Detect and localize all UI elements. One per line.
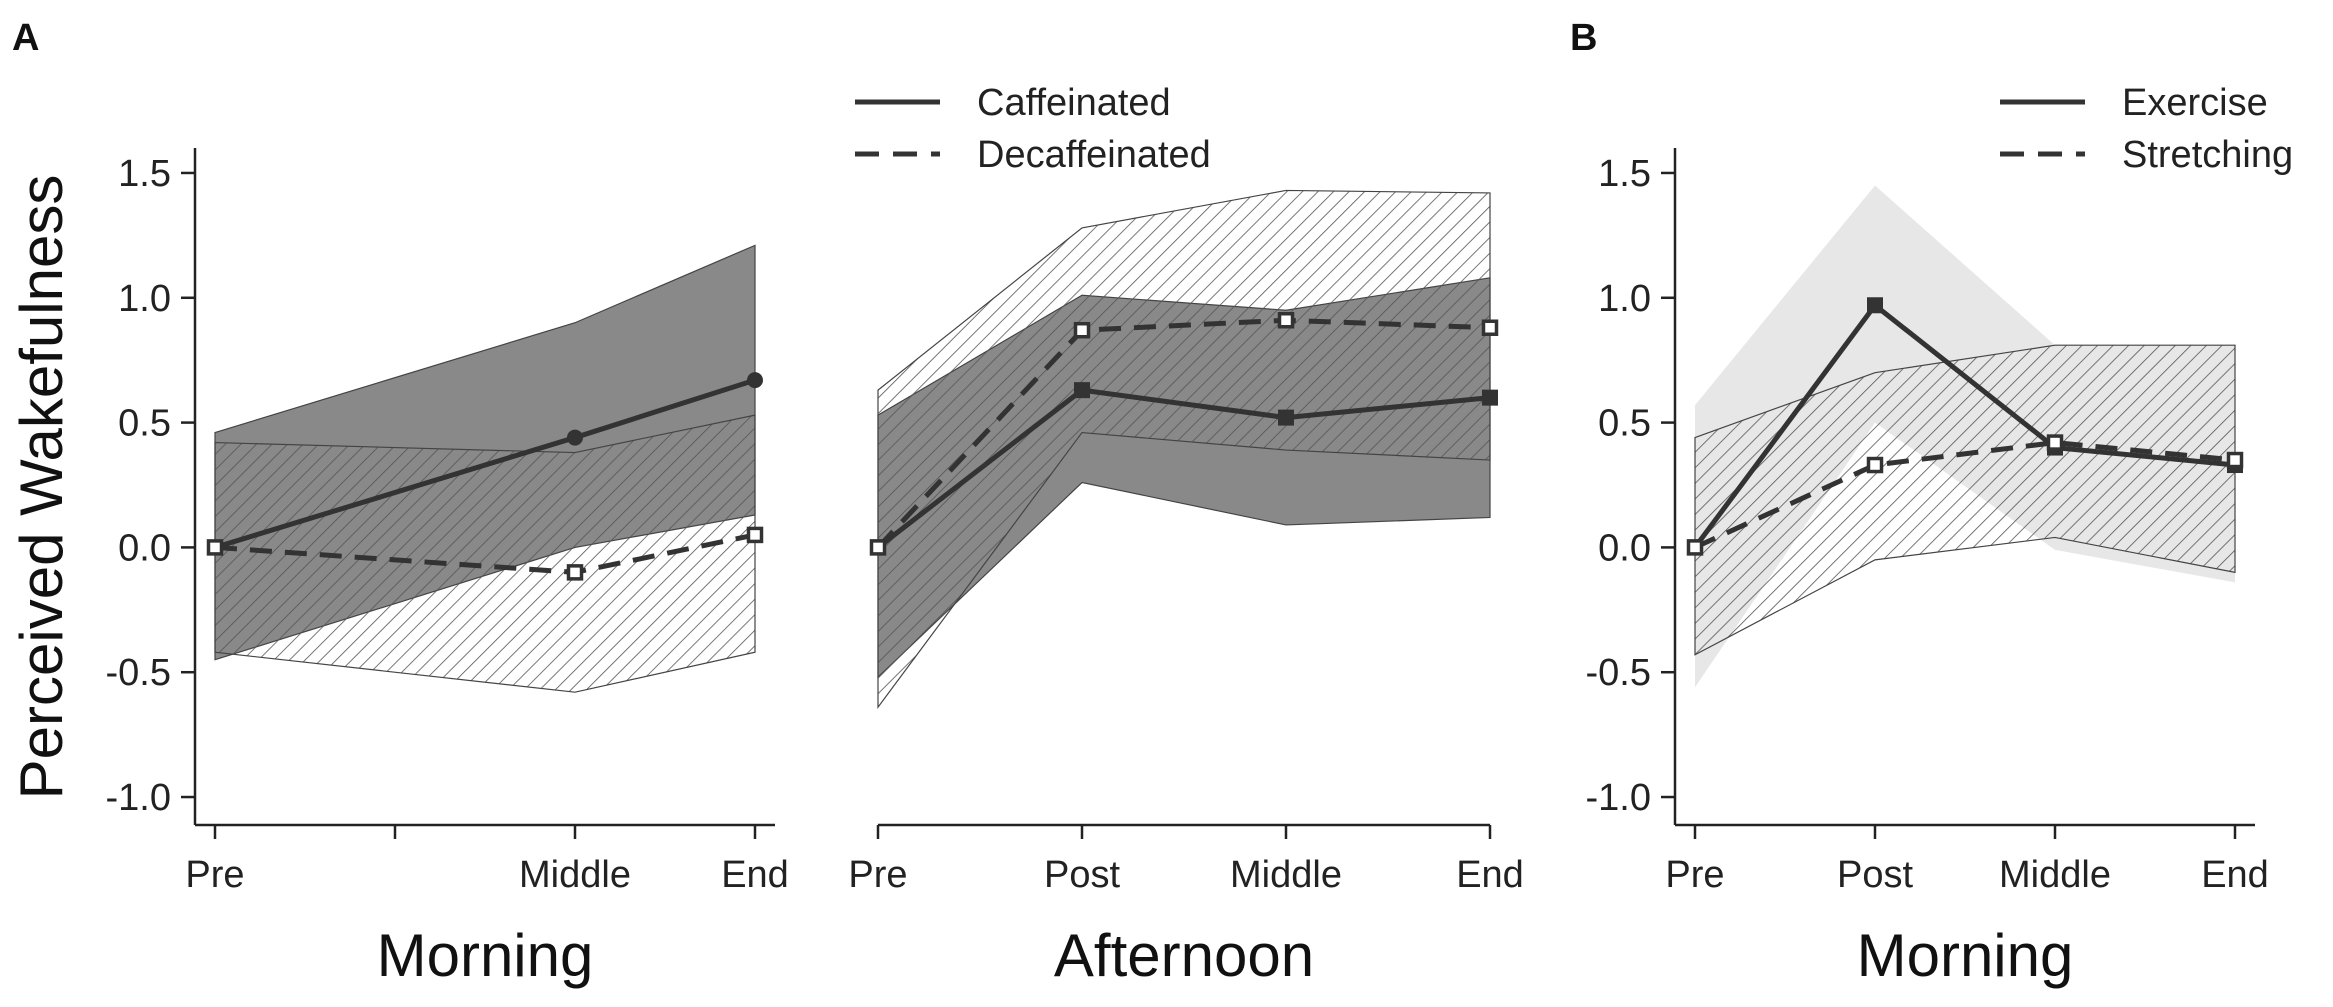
y-tick-label: 1.5 (1598, 153, 1651, 195)
point-decaffeinated-middle (566, 564, 584, 581)
y-axis-title: Perceived Wakefulness (8, 175, 75, 800)
point-stretching-pre (1686, 539, 1704, 556)
x-tick-label: Pre (848, 854, 907, 896)
point-stretching-end (2226, 451, 2244, 469)
band-decaffeinated (214, 414, 756, 693)
charts: 1.5 1.0 0.5 0.0 -0.5 -1.0 Pre Middle End Morning P… (106, 82, 2294, 989)
x-tick-label: Post (1837, 854, 1913, 896)
y-tick-label: -1.0 (106, 777, 171, 819)
point-caffeinated-end (1482, 389, 1498, 406)
band-decaffeinated (877, 189, 1491, 709)
y-tick-label: 1.0 (118, 278, 171, 320)
x-tick-label: End (2201, 854, 2269, 896)
point-decaffeinated-pre (869, 539, 887, 556)
x-tick-label: End (721, 854, 789, 896)
x-axis-title: Afternoon (1054, 922, 1314, 989)
point-exercise-post (1867, 297, 1883, 314)
x-tick-label: Pre (1665, 854, 1724, 896)
line-decaffeinated (876, 317, 1491, 550)
chart-2: Pre Post Middle End Afternoon Caffeinated Deca… (848, 82, 1523, 989)
x-tick-label: End (1456, 854, 1524, 896)
y-tick-label: 0.5 (1598, 403, 1651, 445)
chart-1: 1.5 1.0 0.5 0.0 -0.5 -1.0 Pre Middle End Morning (106, 148, 789, 989)
y-tick-label: -0.5 (1586, 652, 1651, 694)
point-stretching-post (1866, 456, 1884, 474)
point-decaffeinated-end (746, 526, 764, 544)
y-tick-label: -1.0 (1586, 777, 1651, 819)
chart-3: 1.5 1.0 0.5 0.0 -0.5 -1.0 Pre Post Middle End Morn… (1586, 82, 2294, 989)
y-tick-label: 1.5 (118, 153, 171, 195)
x-tick-label: Middle (1230, 854, 1342, 896)
x-tick-label: Pre (185, 854, 244, 896)
y-tick-label: 0.0 (1598, 527, 1651, 569)
line-stretching (1693, 440, 2236, 550)
point-decaffeinated-middle (1277, 311, 1295, 329)
panel-label-b: B (1570, 17, 1597, 59)
panel-label-a: A (12, 17, 39, 59)
point-decaffeinated-pre (206, 539, 224, 556)
y-tick-label: 1.0 (1598, 278, 1651, 320)
legend-label-stretching: Stretching (2122, 134, 2293, 176)
point-caffeinated-end (747, 372, 763, 389)
y-tick-label: 0.5 (118, 403, 171, 445)
point-stretching-middle (2046, 434, 2064, 451)
y-tick-label: 0.0 (118, 527, 171, 569)
line-caffeinated (876, 387, 1491, 550)
legend-label-exercise: Exercise (2122, 82, 2268, 124)
band-stretching (1694, 344, 2236, 656)
y-tick-label: -0.5 (106, 652, 171, 694)
point-decaffeinated-post (1073, 321, 1091, 339)
point-caffeinated-middle (567, 429, 583, 446)
x-tick-label: Post (1044, 854, 1120, 896)
x-axis-title: Morning (377, 922, 594, 989)
x-tick-label: Middle (519, 854, 631, 896)
line-exercise (1692, 301, 2236, 549)
x-tick-label: Middle (1999, 854, 2111, 896)
point-caffeinated-post (1074, 382, 1090, 399)
point-caffeinated-middle (1278, 409, 1294, 426)
x-axis-title: Morning (1857, 922, 2074, 989)
legend-label-decaffeinated: Decaffeinated (977, 134, 1211, 176)
point-decaffeinated-end (1481, 319, 1499, 336)
legend-label-caffeinated: Caffeinated (977, 82, 1171, 124)
